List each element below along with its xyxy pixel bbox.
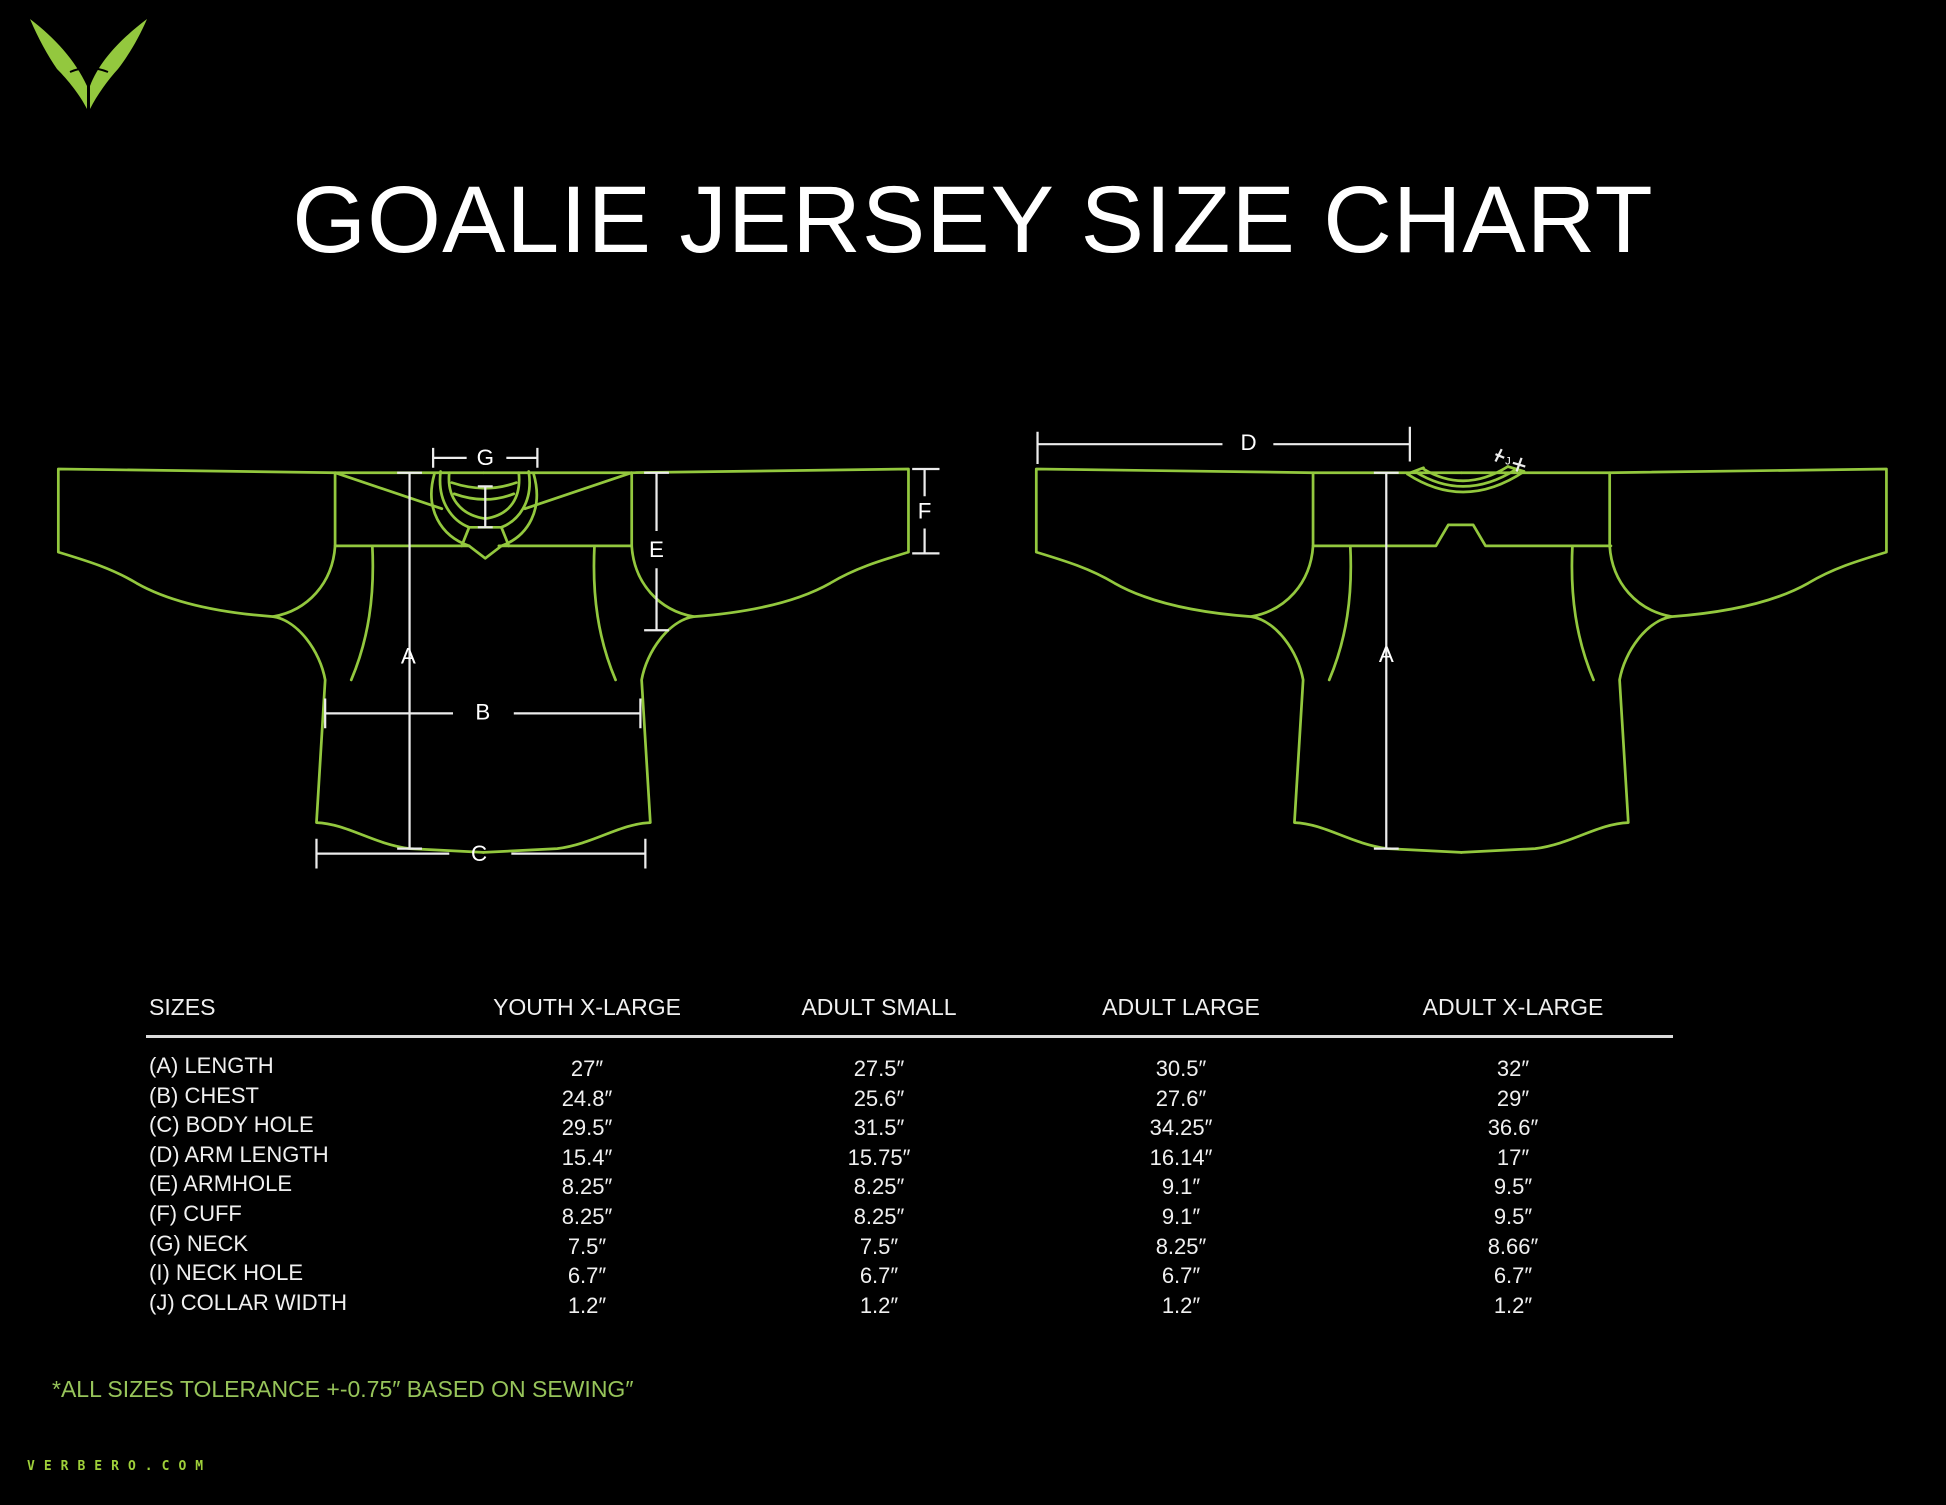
dim-e-line: [644, 471, 669, 632]
dim-d-line: [1036, 426, 1411, 465]
measurement-value: 7.5″: [859, 1233, 899, 1259]
measurement-value: 31.5″: [853, 1115, 905, 1141]
tolerance-footnote: *ALL SIZES TOLERANCE +-0.75″ BASED ON SE…: [52, 1376, 634, 1402]
measurement-value: 9.5″: [1493, 1174, 1533, 1200]
row-label: (A) LENGTH: [149, 1053, 274, 1078]
measurement-value: 30.5″: [1155, 1056, 1207, 1081]
label-b: B: [475, 699, 490, 724]
label-a-back: A: [1379, 642, 1394, 667]
dim-g-line: [432, 447, 539, 468]
row-label: (C) BODY HOLE: [149, 1112, 314, 1138]
row-label: (B) CHEST: [149, 1082, 259, 1108]
row-label: (I) NECK HOLE: [149, 1260, 304, 1286]
column-header: ADULT LARGE: [1102, 994, 1260, 1020]
row-label: (F) CUFF: [149, 1201, 242, 1226]
measurement-value: 27″: [570, 1056, 604, 1081]
dim-c-line: [315, 838, 647, 869]
measurement-value: 17″: [1496, 1144, 1530, 1170]
verbero-logo-icon: [30, 19, 147, 110]
measurement-value: 9.5″: [1493, 1204, 1533, 1229]
measurement-value: 24.8″: [561, 1085, 613, 1111]
measurement-value: 1.2″: [859, 1292, 899, 1318]
measurement-value: 6.7″: [1493, 1263, 1533, 1289]
measurement-value: 6.7″: [1161, 1263, 1201, 1289]
measurement-value: 15.75″: [847, 1144, 911, 1170]
measurement-value: 8.25″: [853, 1204, 905, 1229]
measurement-value: 29.5″: [561, 1115, 613, 1141]
measurement-value: 25.6″: [853, 1085, 905, 1111]
label-d: D: [1240, 430, 1256, 455]
measurement-value: 9.1″: [1161, 1204, 1201, 1229]
measurement-value: 7.5″: [567, 1233, 607, 1259]
measurement-value: 27.6″: [1155, 1085, 1207, 1111]
measurement-value: 32″: [1496, 1056, 1530, 1081]
jersey-back: D A J: [1036, 426, 1886, 853]
label-a-front: A: [401, 643, 416, 668]
measurement-value: 8.66″: [1487, 1233, 1539, 1259]
page-title: GOALIE JERSEY SIZE CHART: [292, 167, 1654, 273]
measurement-value: 6.7″: [567, 1263, 607, 1289]
measurement-value: 8.25″: [561, 1204, 613, 1229]
measurement-value: 1.2″: [1161, 1292, 1201, 1318]
label-f: F: [918, 498, 932, 523]
measurement-value: 9.1″: [1161, 1174, 1201, 1200]
column-header: YOUTH X-LARGE: [493, 994, 681, 1020]
label-j: J: [1505, 456, 1511, 468]
measurement-value: 29″: [1496, 1085, 1530, 1111]
label-g: G: [477, 445, 494, 470]
dim-j-line: [1494, 448, 1526, 472]
measurement-value: 16.14″: [1149, 1144, 1213, 1170]
column-header: ADULT SMALL: [801, 994, 957, 1020]
column-header: ADULT X-LARGE: [1422, 994, 1604, 1020]
measurement-value: 15.4″: [561, 1144, 613, 1170]
measurement-value: 8.25″: [1155, 1233, 1207, 1259]
row-label: (E) ARMHOLE: [149, 1171, 293, 1197]
sizes-header: SIZES: [149, 994, 216, 1020]
row-label: (D) ARM LENGTH: [149, 1141, 329, 1167]
dim-a-line: [397, 471, 422, 850]
measurement-value: 8.25″: [853, 1174, 905, 1200]
dim-b-line: [324, 698, 642, 729]
row-label: (G) NECK: [149, 1230, 248, 1256]
measurement-value: 1.2″: [1493, 1292, 1533, 1318]
label-c: C: [471, 841, 487, 866]
jersey-front: G A B C E F: [58, 445, 940, 869]
measurement-value: 1.2″: [567, 1292, 607, 1318]
measurement-value: 8.25″: [561, 1174, 613, 1200]
dim-f-line: [912, 467, 940, 555]
label-e: E: [649, 537, 664, 562]
measurement-value: 27.5″: [853, 1056, 905, 1081]
dim-i-line: [477, 485, 493, 529]
measurement-value: 34.25″: [1149, 1115, 1213, 1141]
measurement-value: 6.7″: [859, 1263, 899, 1289]
row-label: (J) COLLAR WIDTH: [149, 1289, 347, 1315]
header-divider: [146, 1035, 1673, 1038]
dim-a-back-line: [1373, 471, 1399, 850]
website-link[interactable]: VERBERO.COM: [27, 1459, 213, 1474]
measurement-value: 36.6″: [1487, 1115, 1539, 1141]
